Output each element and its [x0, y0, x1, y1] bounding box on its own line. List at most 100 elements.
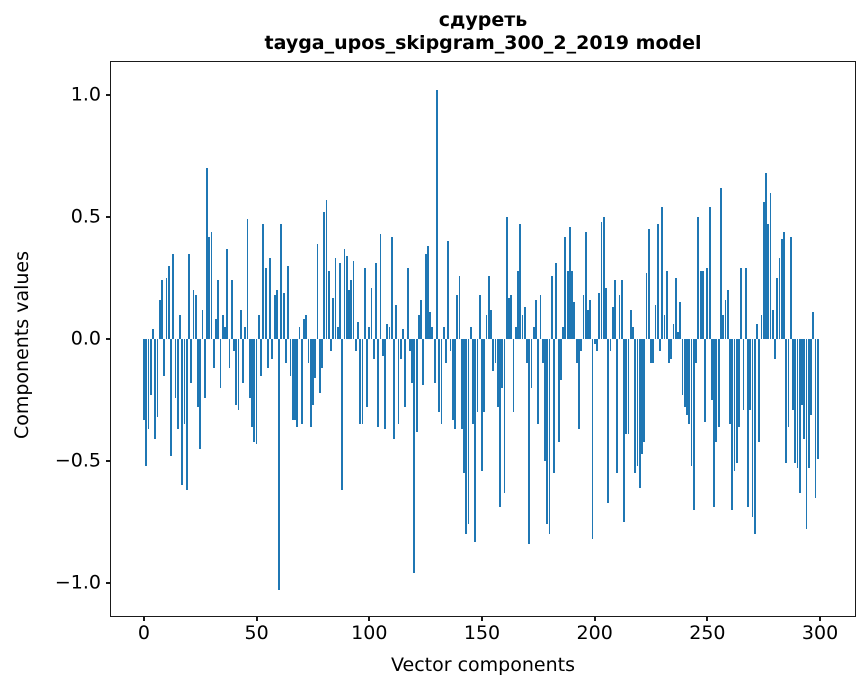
bar — [568, 226, 571, 339]
bar — [426, 246, 429, 339]
bar — [352, 260, 355, 339]
bar — [816, 339, 819, 459]
bar — [469, 326, 472, 339]
bar — [747, 339, 749, 508]
bar — [765, 173, 767, 339]
bar — [794, 339, 797, 464]
x-tick-label: 200 — [576, 622, 613, 644]
bar — [248, 339, 251, 398]
bar — [429, 312, 432, 339]
bar — [521, 314, 524, 339]
bar — [812, 312, 815, 339]
bar — [787, 339, 790, 427]
bar — [526, 339, 528, 364]
x-tick-label: 0 — [137, 622, 150, 644]
bar — [257, 314, 260, 339]
bar — [647, 229, 650, 339]
bar — [183, 339, 186, 425]
bar — [212, 339, 215, 369]
bar — [519, 224, 522, 339]
bar — [629, 309, 632, 339]
bar — [149, 339, 152, 396]
bar — [478, 295, 481, 339]
bar — [634, 339, 637, 474]
bar — [147, 339, 150, 430]
bar — [589, 299, 592, 339]
bar — [372, 339, 375, 359]
bar — [377, 339, 380, 427]
bar — [226, 248, 229, 339]
bar — [483, 339, 486, 413]
bar — [679, 302, 682, 339]
bar — [476, 339, 479, 413]
bar — [805, 339, 808, 530]
y-tick-mark — [106, 460, 111, 463]
bar — [627, 339, 630, 435]
bar — [620, 280, 623, 339]
bar — [792, 339, 794, 410]
bar — [296, 339, 299, 427]
bar — [645, 273, 648, 339]
bar — [402, 329, 404, 339]
bar — [163, 339, 166, 376]
bar — [289, 339, 292, 376]
bar — [246, 219, 249, 339]
bar — [339, 263, 341, 339]
bar — [729, 339, 731, 425]
bar — [321, 339, 323, 369]
bar — [172, 253, 175, 339]
chart-title: сдуреть tayga_upos_skipgram_300_2_2019 m… — [110, 9, 856, 55]
bar — [600, 221, 603, 339]
bar — [158, 299, 161, 339]
bar — [607, 339, 610, 503]
y-tick-label: 0.0 — [70, 327, 101, 350]
bar — [638, 339, 641, 488]
bar — [623, 339, 625, 523]
bar — [219, 339, 222, 388]
bar — [460, 339, 463, 430]
bar — [327, 270, 330, 339]
bar — [683, 339, 686, 408]
x-tick-mark — [480, 616, 483, 621]
bar — [578, 339, 580, 430]
bar — [789, 236, 792, 339]
bar — [343, 248, 346, 339]
bar — [769, 192, 772, 339]
bar — [697, 216, 700, 339]
bar — [715, 339, 718, 442]
bar — [170, 339, 172, 457]
bar — [300, 339, 303, 425]
bar — [143, 339, 145, 420]
x-tick-mark — [819, 616, 822, 621]
bar — [316, 243, 319, 339]
bar — [404, 339, 407, 408]
bar — [771, 309, 774, 339]
bar — [357, 321, 359, 339]
x-tick-mark — [255, 616, 258, 621]
bar — [758, 339, 761, 442]
bar — [485, 314, 488, 339]
bar — [424, 253, 427, 339]
bar — [165, 278, 168, 339]
bar — [749, 339, 752, 410]
bar — [399, 339, 402, 359]
bar — [278, 339, 281, 591]
bar — [713, 339, 716, 508]
x-tick-mark — [593, 616, 596, 621]
bar — [665, 270, 668, 339]
bar — [447, 241, 450, 339]
bar — [451, 339, 454, 420]
bar — [179, 314, 181, 339]
bar — [456, 295, 459, 339]
bar — [269, 258, 272, 339]
bar — [807, 339, 810, 469]
bar — [305, 314, 308, 339]
bar — [375, 263, 377, 339]
bar — [307, 339, 310, 364]
bar — [215, 319, 217, 339]
bar — [573, 302, 576, 339]
bar — [704, 339, 706, 422]
bar — [744, 268, 747, 339]
y-tick-label: −1.0 — [54, 571, 101, 594]
